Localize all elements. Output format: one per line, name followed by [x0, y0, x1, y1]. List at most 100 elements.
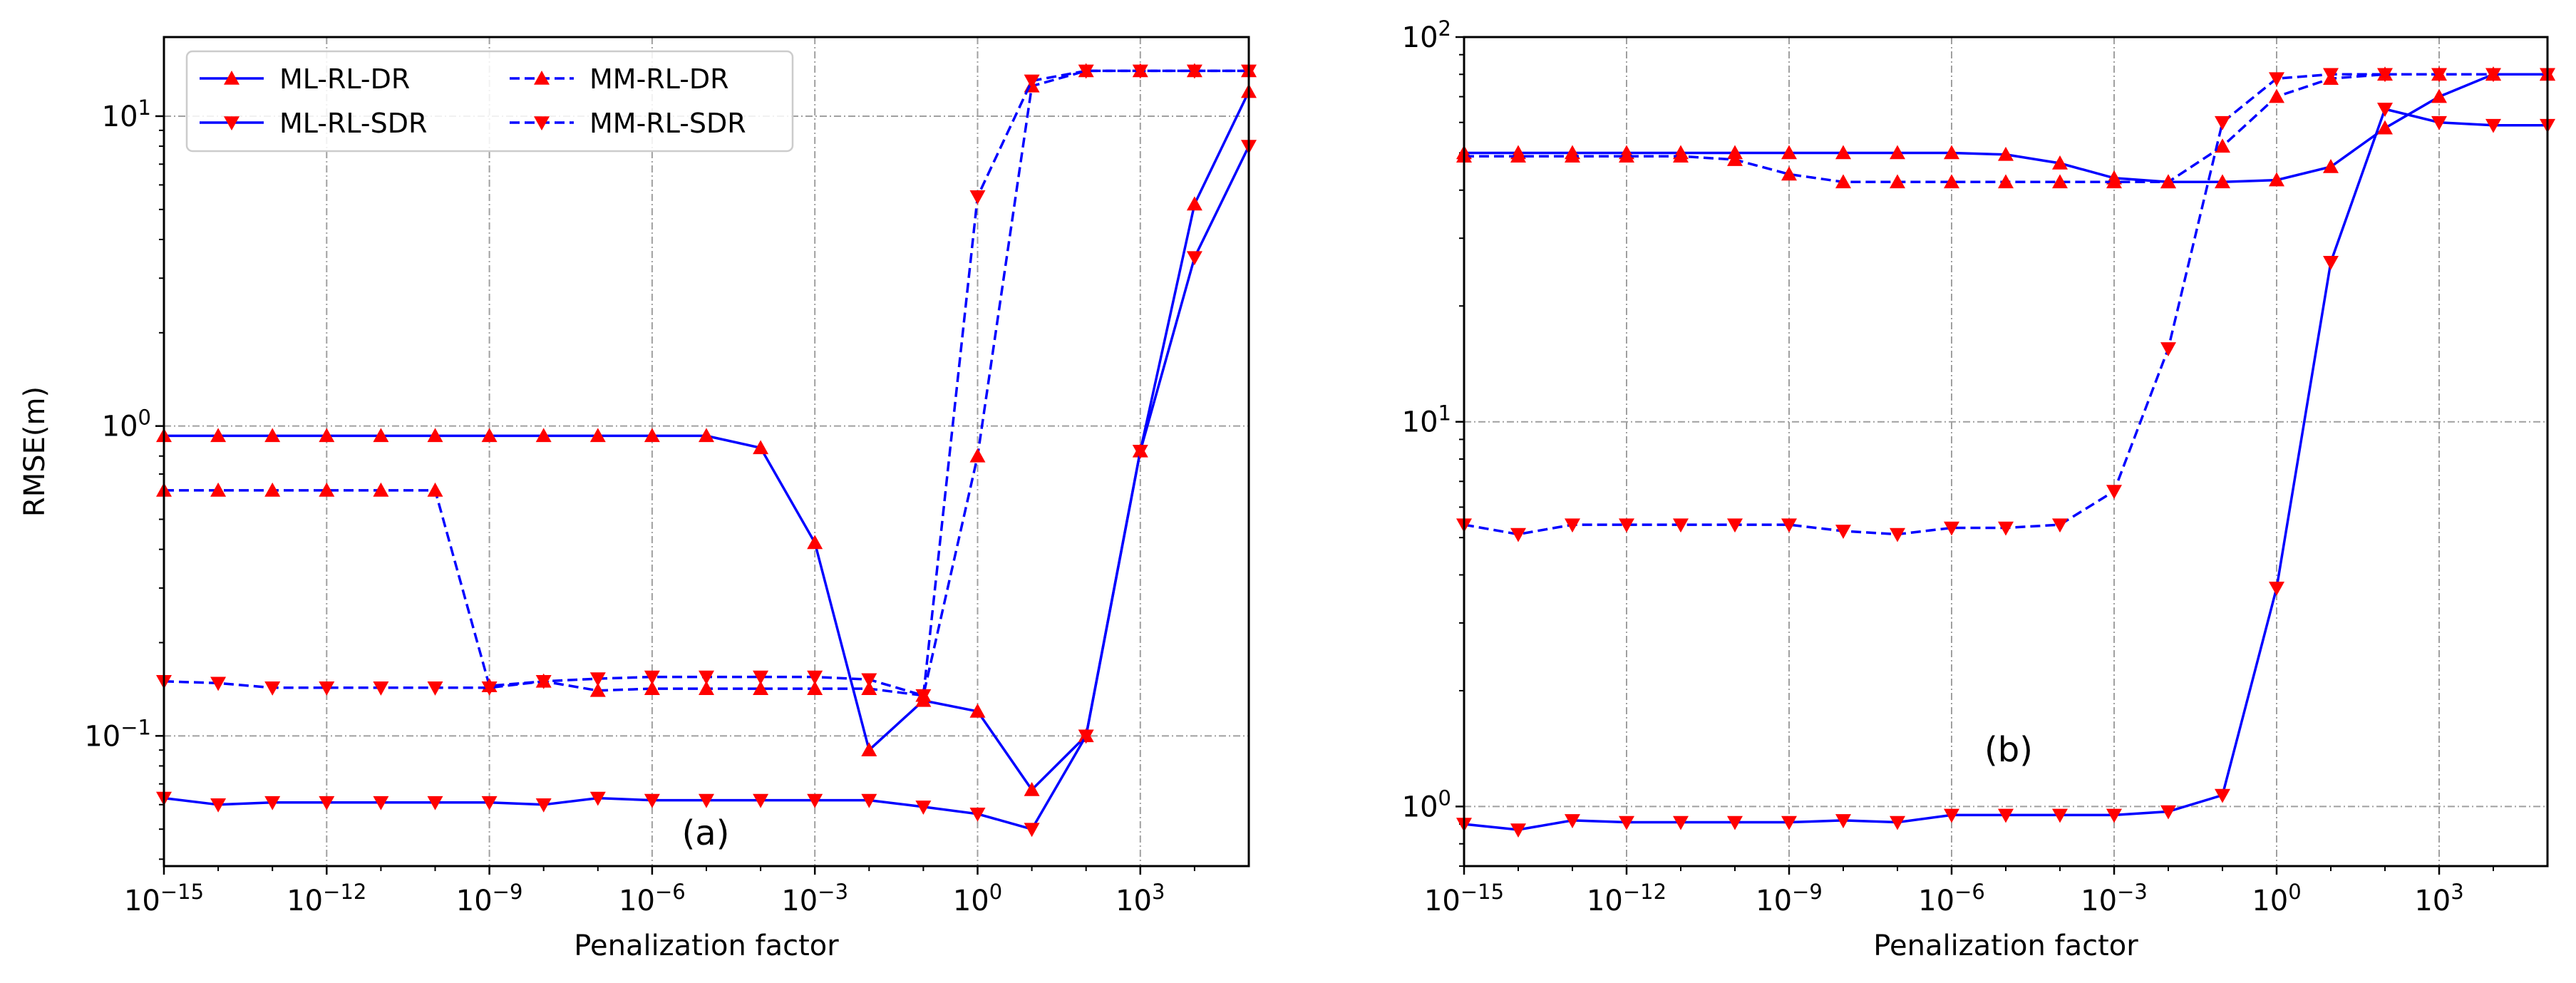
legend-marker — [534, 71, 550, 85]
y-axis-label: RMSE(m) — [19, 386, 51, 517]
data-point — [427, 796, 443, 810]
legend-label: MM-RL-SDR — [589, 108, 746, 139]
data-point — [427, 482, 443, 497]
data-point — [915, 689, 932, 704]
data-point — [2052, 518, 2068, 533]
data-point — [264, 796, 281, 810]
legend: ML-RL-DR ML-RL-SDR MM-RL-DR MM-RL-SDR — [185, 50, 794, 153]
data-point — [861, 673, 877, 688]
data-point — [1565, 518, 1580, 533]
data-point — [1510, 527, 1526, 542]
data-point — [1944, 521, 1959, 536]
legend-item-mm-rl-sdr: MM-RL-SDR — [510, 108, 746, 139]
data-point — [1132, 64, 1148, 79]
x-tick-label: 10−9 — [1756, 880, 1823, 917]
x-tick-label: 10−6 — [619, 880, 686, 917]
data-point — [210, 798, 227, 813]
data-point — [969, 448, 986, 463]
data-point — [753, 793, 769, 808]
data-point — [2269, 72, 2284, 87]
data-point — [1619, 148, 1634, 163]
data-point — [319, 428, 335, 443]
data-point — [699, 681, 714, 695]
y-tick-label: 102 — [1402, 16, 1451, 54]
chart-panel-a: 10−15 10−12 10−9 10−6 10−3 100 103 10−1 100 101 Pe… — [19, 36, 1257, 962]
data-point — [1186, 64, 1202, 79]
data-point — [2160, 342, 2176, 356]
x-axis-label: Penalization factor — [574, 930, 839, 962]
legend-marker — [534, 116, 550, 130]
data-point — [1835, 145, 1851, 160]
series-mm-rl-dr — [156, 63, 1257, 702]
x-tick-label: 10−12 — [1587, 880, 1666, 917]
data-point — [2215, 174, 2230, 189]
data-point — [210, 482, 227, 497]
data-point — [2377, 103, 2393, 117]
x-tick-label: 100 — [2252, 880, 2301, 917]
data-point — [1727, 518, 1743, 533]
data-point — [807, 535, 823, 550]
series-mm-rl-dr — [1456, 66, 2555, 189]
data-point — [481, 681, 498, 696]
data-point — [807, 793, 823, 808]
data-point — [2215, 788, 2230, 803]
legend-item-ml-rl-sdr: ML-RL-SDR — [200, 108, 427, 139]
series-mm-rl-sdr — [156, 64, 1257, 704]
data-point — [1998, 521, 2014, 536]
data-point — [1944, 145, 1959, 160]
chart-panel-b: 10−15 10−12 10−9 10−6 10−3 100 103 100 101 102 Pen… — [1402, 16, 2555, 962]
data-point — [699, 670, 714, 685]
data-point — [753, 670, 769, 685]
data-point — [427, 681, 443, 696]
data-point — [1890, 145, 1905, 160]
data-point — [1673, 148, 1689, 163]
data-point — [1132, 445, 1148, 459]
data-point — [969, 807, 986, 822]
data-point — [915, 801, 932, 815]
data-point — [1619, 815, 1634, 830]
data-point — [1835, 525, 1851, 539]
y-tick-label: 10−1 — [84, 715, 151, 753]
x-tick-label: 103 — [1116, 880, 1165, 917]
data-point — [1673, 518, 1689, 533]
y-tick-label: 100 — [1402, 786, 1451, 823]
data-point — [1565, 148, 1580, 163]
data-point — [535, 674, 552, 689]
data-point — [264, 681, 281, 696]
data-point — [2323, 68, 2339, 83]
series-mm-rl-sdr — [1456, 68, 2555, 542]
data-point — [1673, 815, 1689, 830]
data-point — [1835, 814, 1851, 828]
x-tick-label: 103 — [2414, 880, 2463, 917]
x-tick-label: 10−9 — [456, 880, 523, 917]
data-point — [2431, 115, 2447, 130]
data-point — [2215, 115, 2230, 130]
legend-item-mm-rl-dr: MM-RL-DR — [510, 63, 729, 95]
y-tick-label: 101 — [1402, 401, 1451, 439]
data-point — [2160, 174, 2176, 189]
data-point — [2106, 485, 2122, 500]
data-point — [373, 681, 389, 696]
data-point — [1944, 174, 1959, 189]
data-point — [2431, 68, 2447, 83]
x-tick-label: 10−6 — [1918, 880, 1985, 917]
data-point — [2431, 88, 2447, 103]
data-point — [1727, 815, 1743, 830]
data-point — [1565, 814, 1580, 828]
data-point — [1890, 815, 1905, 830]
x-tick-label: 10−15 — [124, 880, 204, 917]
data-point — [2052, 808, 2068, 823]
data-point — [807, 681, 823, 695]
data-point — [1186, 251, 1202, 266]
data-point — [535, 428, 552, 443]
data-point — [753, 440, 769, 455]
data-point — [2106, 174, 2122, 189]
data-point — [1944, 808, 1959, 823]
data-point — [1998, 146, 2014, 161]
data-point — [1781, 166, 1797, 181]
x-tick-label: 100 — [953, 880, 1002, 917]
data-point — [2160, 805, 2176, 820]
panel-label: (b) — [1984, 730, 2033, 770]
x-axis-label: Penalization factor — [1873, 930, 2138, 962]
